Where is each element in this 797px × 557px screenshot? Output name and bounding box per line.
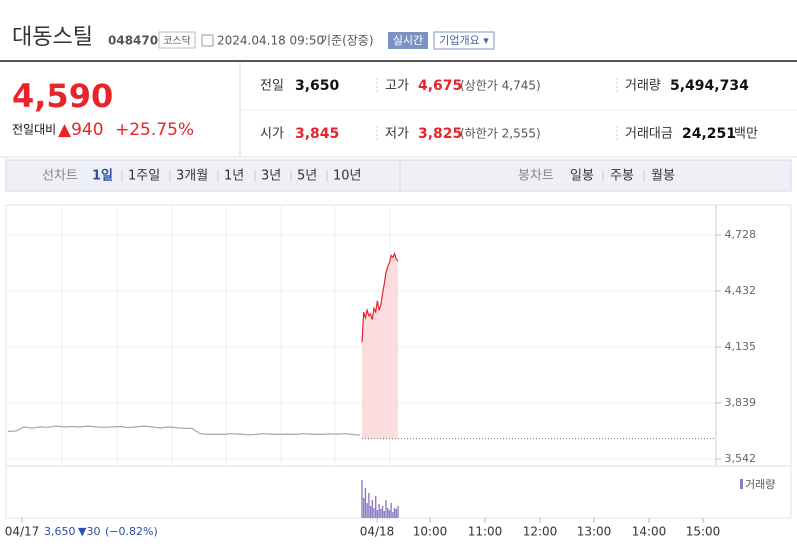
- volume-bar: [380, 509, 382, 518]
- item-value: 5,494,734: [670, 78, 749, 94]
- volume-bar: [376, 510, 379, 518]
- item-value: 3,825: [418, 126, 462, 142]
- item-note: (상한가 4,745): [460, 79, 541, 93]
- volume-bar: [366, 503, 368, 518]
- period-tab[interactable]: 1년: [224, 169, 244, 184]
- price: 4,590: [12, 77, 113, 115]
- period-tab[interactable]: 5년: [297, 169, 317, 184]
- volume-bar: [373, 508, 375, 518]
- change-pct: +25.75%: [115, 120, 194, 140]
- price-line: [7, 425, 361, 436]
- candle-tab[interactable]: 일봉: [570, 169, 594, 184]
- y-tick-label: 4,728: [725, 228, 757, 241]
- item-value: 24,251: [682, 126, 736, 142]
- volume-bar: [387, 508, 389, 518]
- volume-legend-swatch: [740, 479, 743, 489]
- item-label: 시가: [260, 127, 284, 142]
- volume-bar: [397, 506, 399, 518]
- change: ▲940: [58, 120, 104, 140]
- y-tick-label: 4,432: [725, 284, 757, 297]
- item-label: 저가: [385, 127, 409, 142]
- item-value: 4,675: [418, 78, 462, 94]
- volume-bar: [371, 500, 373, 518]
- x-tick-label: 14:00: [632, 525, 667, 539]
- volume-bar: [361, 480, 363, 518]
- volume-bar: [393, 508, 396, 518]
- realtime-badge[interactable]: 실시간: [393, 34, 423, 47]
- volume-bar: [378, 504, 380, 518]
- candle-tab[interactable]: 월봉: [651, 169, 675, 184]
- prev-pct: (−0.82%): [105, 525, 158, 538]
- market-badge-box: [158, 31, 196, 49]
- realtime-badge-box[interactable]: [388, 32, 428, 49]
- datetime: 2024.04.18 09:50: [217, 34, 324, 48]
- market-badge: 코스닥: [163, 35, 191, 47]
- item-label: 거래대금: [625, 127, 673, 142]
- stock-name: 대동스틸: [12, 25, 93, 50]
- item-value: 3,845: [295, 126, 339, 142]
- period-tab[interactable]: 3년: [261, 169, 281, 184]
- company-badge-box[interactable]: [433, 31, 495, 50]
- y-tick-label: 4,135: [725, 340, 757, 353]
- x-tick-label: 13:00: [577, 525, 612, 539]
- calendar-icon: [201, 34, 214, 47]
- item-value: 3,650: [295, 78, 340, 94]
- period-tab[interactable]: 1주일: [128, 169, 160, 184]
- item-label: 고가: [385, 79, 409, 94]
- stock-code: 048470: [108, 34, 158, 48]
- x-tick-label: 12:00: [523, 525, 558, 539]
- change-label: 전일대비: [12, 123, 56, 137]
- x-tick-label: 11:00: [468, 525, 503, 539]
- period-tab[interactable]: 1일: [92, 169, 113, 184]
- volume-bar: [381, 506, 384, 518]
- volume-legend: 거래량: [745, 478, 775, 491]
- volume-bar: [383, 511, 385, 518]
- x-tick-label: 04/18: [360, 525, 395, 539]
- tab-group-label: 선차트: [42, 169, 78, 184]
- volume-bar: [375, 496, 377, 518]
- item-label: 전일: [260, 79, 284, 94]
- volume-bar: [390, 503, 392, 518]
- y-tick-label: 3,542: [725, 452, 757, 465]
- volume-bar: [364, 488, 367, 518]
- x-tick-label: 15:00: [686, 525, 721, 539]
- price-line: [361, 251, 399, 343]
- tab-bar: [5, 159, 792, 192]
- volume-bar: [385, 500, 387, 518]
- period-tab[interactable]: 10년: [333, 169, 362, 184]
- tab-group-label: 봉차트: [518, 169, 554, 184]
- x-tick-label: 04/17: [5, 525, 40, 539]
- candle-tab[interactable]: 주봉: [610, 169, 634, 184]
- period-tab[interactable]: 3개월: [176, 169, 208, 184]
- item-unit: 백만: [734, 127, 758, 142]
- company-badge[interactable]: 기업개요 ▾: [439, 34, 489, 47]
- volume-bar: [369, 506, 372, 518]
- plot-frame: [5, 204, 792, 519]
- volume-bar: [368, 493, 370, 518]
- volume-bar: [363, 498, 365, 518]
- prev-close: 3,650: [44, 525, 76, 538]
- item-label: 거래량: [625, 79, 661, 94]
- item-note: (하한가 2,555): [460, 127, 541, 141]
- basis: 기준(장중): [320, 34, 374, 48]
- x-tick-label: 10:00: [413, 525, 448, 539]
- volume-bar: [392, 512, 394, 518]
- volume-bar: [395, 509, 397, 518]
- area: [362, 253, 398, 439]
- volume-bar: [388, 510, 391, 518]
- prev-change: ▼30: [78, 525, 100, 538]
- y-tick-label: 3,839: [725, 396, 757, 409]
